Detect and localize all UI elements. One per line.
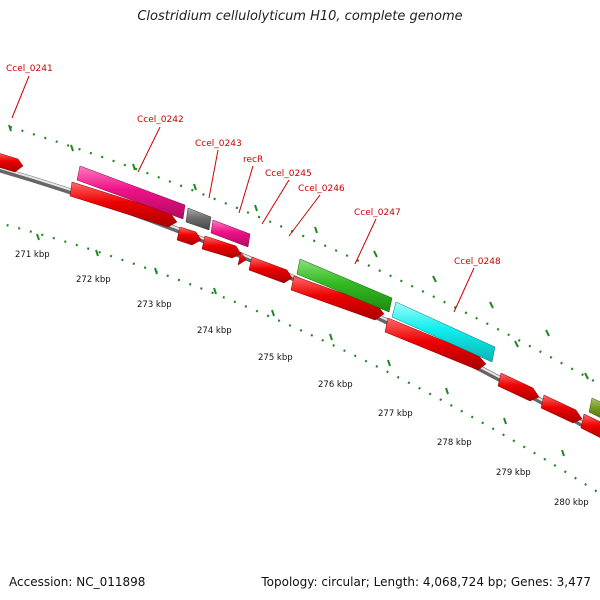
scale-label: 280 kbp — [554, 498, 589, 508]
gene-ccel-0242[interactable] — [76, 165, 186, 220]
gene-label: recR — [243, 155, 263, 165]
gene-label: Ccel_0241 — [6, 64, 53, 74]
backbone — [0, 166, 600, 438]
gene-feature-olive[interactable] — [588, 397, 600, 420]
gene-ccel-0248[interactable] — [391, 301, 496, 363]
cds-feature[interactable] — [248, 256, 293, 284]
gene-label: Ccel_0242 — [137, 115, 184, 125]
gene-ccel-0243[interactable] — [185, 207, 212, 231]
scale-label: 275 kbp — [258, 353, 293, 363]
scale-label: 277 kbp — [378, 409, 413, 419]
gene-labels: Ccel_0241 Ccel_0242 Ccel_0243 recR Ccel_… — [6, 64, 501, 267]
cds-feature[interactable] — [237, 251, 247, 266]
scale-label: 271 kbp — [15, 250, 50, 260]
gene-label: Ccel_0246 — [298, 184, 345, 194]
scale-label: 279 kbp — [496, 468, 531, 478]
gene-ccel-0247[interactable] — [296, 258, 393, 313]
scale-label: 276 kbp — [318, 380, 353, 390]
scale-label: 273 kbp — [137, 300, 172, 310]
cds-track-red — [0, 152, 600, 440]
outer-tick-track — [9, 125, 600, 386]
scale-major-ticks — [36, 233, 565, 457]
accession-text: Accession: NC_011898 — [9, 575, 146, 589]
scale-label: 272 kbp — [76, 275, 111, 285]
cds-feature[interactable] — [0, 152, 24, 173]
map-title: Clostridium cellulolyticum H10, complete… — [137, 9, 463, 24]
gene-label: Ccel_0245 — [265, 169, 312, 179]
cds-feature[interactable] — [497, 372, 540, 402]
scale-label: 274 kbp — [197, 326, 232, 336]
cds-feature[interactable] — [201, 235, 242, 259]
label-connectors — [11, 75, 475, 313]
scale-label: 278 kbp — [437, 438, 472, 448]
gene-label: Ccel_0248 — [454, 257, 501, 267]
gene-track-colored — [76, 165, 600, 420]
scale-tick-track — [0, 222, 600, 495]
cds-feature[interactable] — [580, 413, 600, 440]
gene-label: Ccel_0243 — [195, 139, 242, 149]
outer-major-ticks — [8, 124, 589, 380]
scale-labels: 271 kbp 272 kbp 273 kbp 274 kbp 275 kbp … — [15, 250, 589, 508]
gene-recr[interactable] — [210, 219, 251, 248]
cds-feature[interactable] — [540, 394, 583, 424]
cds-feature[interactable] — [176, 226, 202, 246]
gene-label: Ccel_0247 — [354, 208, 401, 218]
topology-text: Topology: circular; Length: 4,068,724 bp… — [261, 575, 591, 589]
